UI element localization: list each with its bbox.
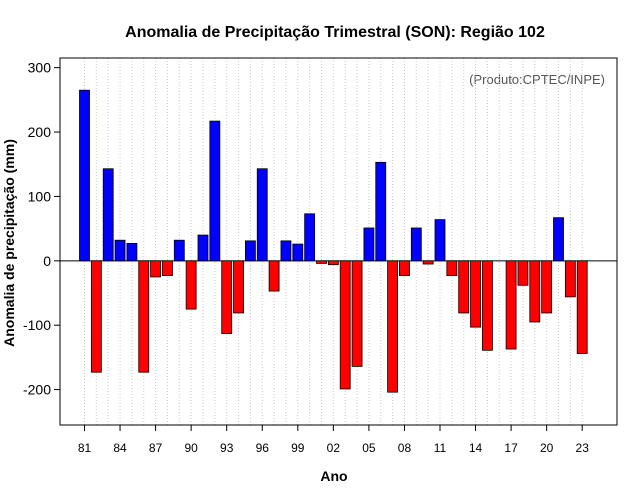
x-tick-label: 99 bbox=[291, 441, 305, 455]
bar-1993 bbox=[221, 260, 233, 334]
y-tick-label: 0 bbox=[43, 253, 51, 269]
bar-2006 bbox=[375, 161, 387, 262]
bar-2005 bbox=[363, 227, 375, 262]
bar-2007 bbox=[387, 260, 399, 393]
x-axis: 81 84 87 90 93 96 99 02 05 08 11 14 17 20 23 bbox=[78, 425, 589, 455]
x-tick-label: 02 bbox=[327, 441, 341, 455]
x-tick-label: 11 bbox=[434, 441, 447, 455]
bar-2010 bbox=[422, 260, 434, 265]
bar-1995 bbox=[244, 240, 256, 262]
bar-1989 bbox=[173, 239, 185, 262]
x-tick-label: 90 bbox=[184, 441, 198, 455]
bar-1984 bbox=[114, 239, 126, 262]
bar-2012 bbox=[446, 260, 458, 277]
x-tick-label: 87 bbox=[149, 441, 163, 455]
bar-2009 bbox=[410, 227, 422, 262]
bar-2002 bbox=[327, 260, 339, 266]
bar-1996 bbox=[256, 168, 268, 262]
bar-2004 bbox=[351, 260, 363, 367]
bar-1994 bbox=[233, 260, 244, 314]
y-axis-label: Anomalia de precipitação (mm) bbox=[1, 139, 17, 347]
x-tick-label: 05 bbox=[362, 441, 376, 455]
plot-frame bbox=[59, 57, 618, 426]
bar-1983 bbox=[102, 168, 114, 262]
bar-2020 bbox=[541, 260, 553, 314]
y-tick-label: -100 bbox=[23, 317, 51, 333]
x-tick-label: 96 bbox=[256, 441, 270, 455]
bar-1992 bbox=[209, 120, 221, 262]
x-axis-label: Ano bbox=[320, 468, 347, 484]
bar-2001 bbox=[316, 260, 327, 264]
y-axis: -200 -100 0 100 200 300 bbox=[23, 60, 60, 398]
bar-1982 bbox=[90, 260, 102, 373]
bar-2000 bbox=[304, 213, 316, 262]
x-tick-label: 08 bbox=[398, 441, 412, 455]
bar-1987 bbox=[150, 260, 162, 278]
bar-1990 bbox=[185, 260, 197, 310]
bar-2014 bbox=[470, 260, 481, 328]
y-tick-label: -200 bbox=[23, 382, 51, 398]
x-tick-label: 23 bbox=[576, 441, 590, 455]
bar-2017 bbox=[505, 260, 517, 350]
bar-1981 bbox=[79, 89, 90, 262]
bar-2011 bbox=[434, 219, 446, 262]
bar-2013 bbox=[458, 260, 470, 314]
x-tick-label: 84 bbox=[113, 441, 127, 455]
chart-title: Anomalia de Precipitação Trimestral (SON… bbox=[125, 24, 545, 41]
bar-2008 bbox=[399, 260, 410, 277]
bar-1991 bbox=[197, 234, 209, 262]
bar-2022 bbox=[564, 260, 576, 298]
bar-1998 bbox=[280, 240, 292, 262]
source-annotation: (Produto:CPTEC/INPE) bbox=[469, 72, 605, 87]
bar-1997 bbox=[268, 260, 280, 292]
bar-1988 bbox=[162, 260, 173, 277]
bar-1985 bbox=[126, 243, 138, 262]
bar-2019 bbox=[529, 260, 541, 323]
bar-2018 bbox=[517, 260, 529, 286]
bars bbox=[79, 89, 588, 393]
bar-2003 bbox=[339, 260, 351, 390]
bar-1986 bbox=[138, 260, 150, 373]
y-tick-label: 300 bbox=[28, 60, 52, 76]
y-tick-label: 100 bbox=[28, 188, 52, 204]
x-tick-label: 14 bbox=[469, 441, 483, 455]
bar-1999 bbox=[292, 243, 304, 262]
x-tick-label: 20 bbox=[540, 441, 554, 455]
x-tick-label: 17 bbox=[504, 441, 518, 455]
bar-2021 bbox=[553, 217, 564, 262]
bar-2015 bbox=[481, 260, 493, 351]
bar-2023 bbox=[576, 260, 588, 354]
y-tick-label: 200 bbox=[28, 124, 52, 140]
x-tick-label: 81 bbox=[78, 441, 92, 455]
x-tick-label: 93 bbox=[220, 441, 234, 455]
